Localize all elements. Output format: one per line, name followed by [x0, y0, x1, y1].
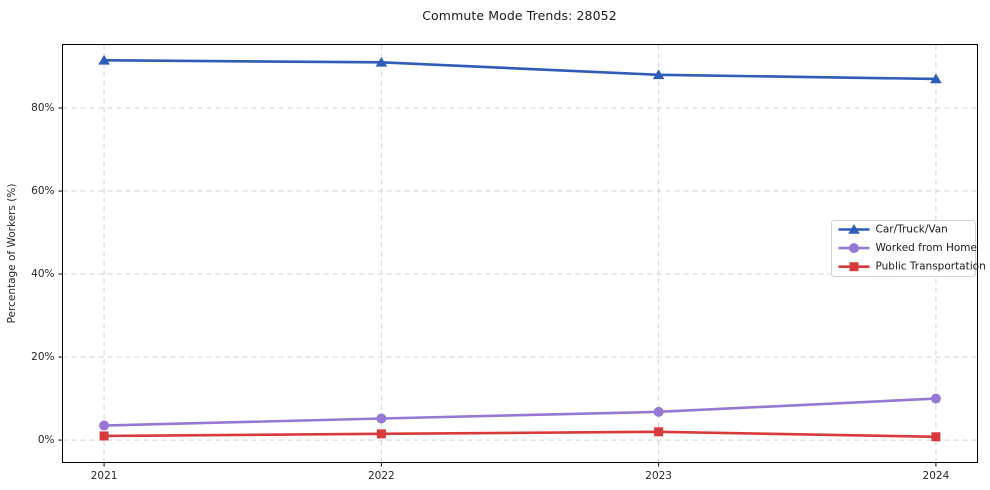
- legend-label-worked-from-home: Worked from Home: [876, 242, 977, 254]
- legend: [831, 220, 976, 277]
- chart-title: Commute Mode Trends: 28052: [422, 8, 617, 23]
- legend-marker-worked-from-home: [849, 243, 859, 254]
- series-marker-car-truck-van: [375, 56, 388, 67]
- axes-spines: [62, 44, 978, 463]
- legend-label-public-transportation: Public Transportation: [876, 261, 986, 273]
- series-marker-worked-from-home: [930, 393, 941, 404]
- series-marker-car-truck-van: [930, 73, 942, 84]
- x-tick-label: 2023: [645, 470, 672, 482]
- y-tick-label: 60%: [31, 185, 54, 197]
- y-tick-label: 80%: [31, 102, 54, 114]
- y-axis-label: Percentage of Workers (%): [6, 184, 18, 324]
- series-line-worked-from-home: [102, 397, 938, 427]
- series-marker-worked-from-home: [99, 420, 110, 431]
- series-marker-worked-from-home: [376, 413, 387, 424]
- x-tick-label: 2021: [91, 470, 118, 482]
- series-marker-car-truck-van: [98, 54, 110, 65]
- x-tick-label: 2022: [368, 470, 395, 482]
- series-marker-worked-from-home: [653, 406, 664, 417]
- legend-marker-car-truck-van: [848, 224, 860, 234]
- series-marker-public-transportation: [654, 427, 664, 437]
- legend-label-car-truck-van: Car/Truck/Van: [876, 224, 948, 236]
- x-tick-label: 2024: [923, 470, 950, 482]
- series-line-public-transportation: [102, 430, 938, 439]
- series-marker-public-transportation: [99, 431, 109, 441]
- y-tick-label: 40%: [31, 268, 54, 280]
- y-tick-label: 20%: [31, 351, 54, 363]
- legend-marker-public-transportation: [849, 262, 859, 272]
- series-marker-public-transportation: [931, 432, 941, 442]
- series-marker-car-truck-van: [652, 69, 665, 80]
- series-marker-public-transportation: [376, 429, 386, 439]
- y-tick-label: 0%: [38, 434, 55, 446]
- series-line-car-truck-van: [102, 58, 938, 81]
